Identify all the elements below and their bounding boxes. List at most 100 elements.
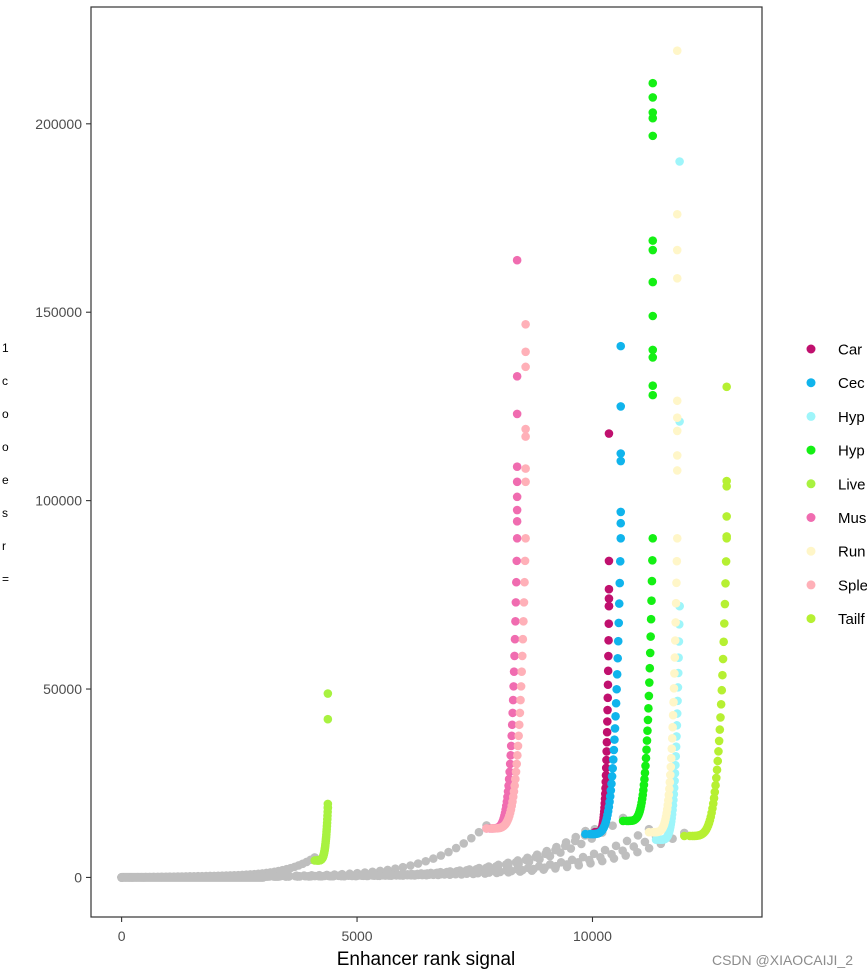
data-point [512,477,522,487]
data-point [671,598,681,608]
data-point [518,634,528,644]
background-point [608,821,617,831]
background-point [398,862,408,872]
data-point [672,578,681,588]
series-cec [581,341,626,839]
legend-label: Run [838,544,866,561]
data-point [669,684,679,693]
data-point [604,619,614,629]
background-point [422,870,431,880]
background-point [633,831,643,840]
background-point [545,851,555,861]
background-point [600,845,610,855]
data-point [510,634,520,644]
data-point [714,736,724,746]
data-point [722,482,731,491]
data-point [517,651,527,661]
data-point [512,255,522,265]
y-axis-title-fragment: c [2,374,8,388]
data-point [521,362,530,372]
data-point [610,735,619,744]
data-point [672,466,682,475]
data-point [521,424,530,434]
data-point [521,477,530,487]
data-point [643,726,652,735]
data-point [642,745,651,755]
legend-item: Hyp [806,409,865,426]
data-point [512,505,522,515]
data-point [722,512,731,521]
background-point [539,865,548,874]
background-point [293,872,302,881]
data-point [521,319,530,329]
background-point [433,870,443,880]
y-tick-label: 150000 [35,304,82,320]
background-point [222,872,232,882]
background-point [515,867,525,876]
data-point [672,426,682,436]
data-point [648,534,658,543]
data-point [603,705,612,715]
background-point [429,854,438,863]
background-point [640,837,650,847]
data-point [719,637,728,647]
legend-item: Car [806,342,862,359]
data-point [665,777,675,787]
data-point [710,787,720,797]
data-point [640,768,650,778]
data-point [521,347,530,357]
data-point [667,734,677,743]
data-point [606,786,616,795]
background-point [562,862,572,872]
data-point [641,753,651,763]
data-point [648,381,658,391]
data-point [648,556,657,565]
data-point [672,451,682,460]
data-point [607,772,617,781]
data-point [602,737,612,747]
data-point [640,774,649,784]
data-point [721,579,730,588]
data-point [616,456,626,466]
background-point [586,859,595,868]
background-point [467,833,476,843]
data-point [613,653,623,663]
data-point [514,731,523,741]
background-point [140,873,150,882]
background-point [589,849,599,859]
legend-label: Car [838,342,862,359]
data-point [670,636,680,645]
background-point [363,871,373,881]
legend-label: Mus [838,510,866,527]
data-point [648,345,658,355]
data-point [604,601,614,611]
y-axis: 0 50000 100000 150000 200000 [35,116,91,885]
background-point [459,839,469,848]
data-point [647,576,657,586]
background-point [444,847,453,857]
legend-label: Cec [838,375,865,392]
background-point [566,844,576,853]
data-point [615,578,625,588]
background-point [375,871,384,881]
legend-item: Mus [806,510,866,527]
data-point [645,648,655,658]
data-point [516,695,525,705]
watermark: CSDN @XIAOCAIJI_2 [711,952,853,968]
data-point [672,46,682,56]
background-point [574,861,584,870]
data-point [616,402,626,411]
data-point [616,534,626,543]
data-point [512,517,522,526]
data-point [722,532,731,541]
background-point [246,872,255,882]
data-point [510,651,519,661]
data-point [511,774,520,784]
y-axis-title-fragment: o [2,440,9,454]
data-point [666,770,675,780]
data-point [645,663,655,673]
background-point [199,872,208,882]
data-point [675,157,684,166]
data-point [507,720,517,730]
